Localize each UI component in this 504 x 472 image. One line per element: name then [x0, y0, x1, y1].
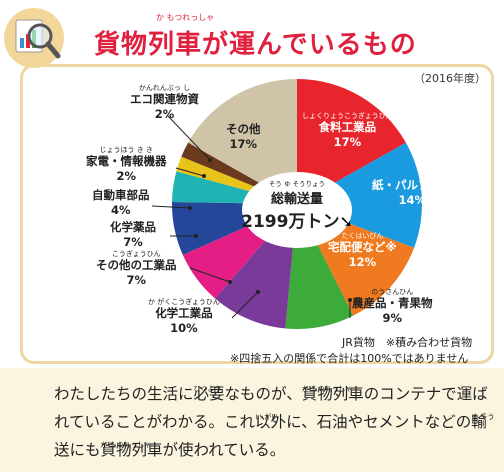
leader-dot-4	[188, 206, 192, 210]
slice-label-chemical-industry: か がくこうぎょうひん 化学工業品 10%	[148, 298, 220, 335]
leader-line-5	[175, 167, 205, 177]
year-label: （2016年度）	[414, 72, 486, 85]
leader-dot-1	[256, 290, 260, 294]
center-ruby: そう ゆ そうりょう	[268, 180, 326, 188]
leader-line-2	[189, 267, 231, 283]
description-panel	[0, 368, 504, 472]
leader-dot-5	[202, 174, 206, 178]
center-label: 総輸送量	[270, 192, 323, 207]
leader-line-4	[151, 205, 191, 209]
page-title: 貨物列車が運んでいるもの	[94, 30, 417, 60]
pie-slice-1	[297, 142, 422, 248]
description-text: わたしたちの生活に ひつよう 必要なものが、か もつれっしゃ 貨物列車のコンテナで運ば…	[54, 385, 495, 459]
slice-label-other-industry: こうぎょうひん その他の工業品 7%	[96, 250, 177, 287]
leader-dot-2	[228, 280, 232, 284]
slice-label-farm: のうさんひん 農産品・青果物 9%	[352, 288, 433, 325]
slice-label-food: しょくりょうこうぎょうひん 食料工業品 17%	[302, 112, 393, 149]
rounding-note: ※四捨五入の関係で合計は100%ではありません	[230, 352, 469, 365]
leader-line-6	[167, 115, 211, 161]
slice-label-eco: かんれんぶっ し エコ関連物資 2%	[130, 84, 199, 121]
title-ruby: か もつれっしゃ	[156, 13, 215, 22]
slice-label-other: その他 17%	[226, 122, 261, 151]
center-value: 2199万トン	[241, 212, 340, 232]
magnifier-icon	[15, 19, 61, 59]
source-note: JR貨物 ※積み合わせ貨物	[342, 336, 473, 349]
slice-label-paper: 紙・パルプなど 14%	[372, 178, 453, 207]
slice-label-delivery: たくはいびん 宅配便など※ 12%	[328, 232, 397, 269]
slice-label-electronics: じょうほう き き 家電・情報機器 2%	[86, 146, 167, 183]
arrow-icon: ➘	[339, 212, 353, 231]
leader-dot-3	[194, 234, 198, 238]
pie-slice-0	[297, 79, 406, 204]
pie-slice-10	[188, 79, 297, 204]
leader-dot-0	[348, 298, 352, 302]
slice-label-auto-parts: 自動車部品 4%	[92, 188, 150, 217]
leader-dot-6	[208, 158, 212, 162]
chart-magnifier-icon-bg	[4, 8, 64, 68]
leader-line-1	[231, 291, 259, 319]
center-circle	[242, 172, 352, 248]
pie-center: そう ゆ そうりょう 総輸送量 2199万トン➘	[240, 170, 354, 250]
slice-label-chemicals: 化学薬品 7%	[110, 220, 156, 249]
